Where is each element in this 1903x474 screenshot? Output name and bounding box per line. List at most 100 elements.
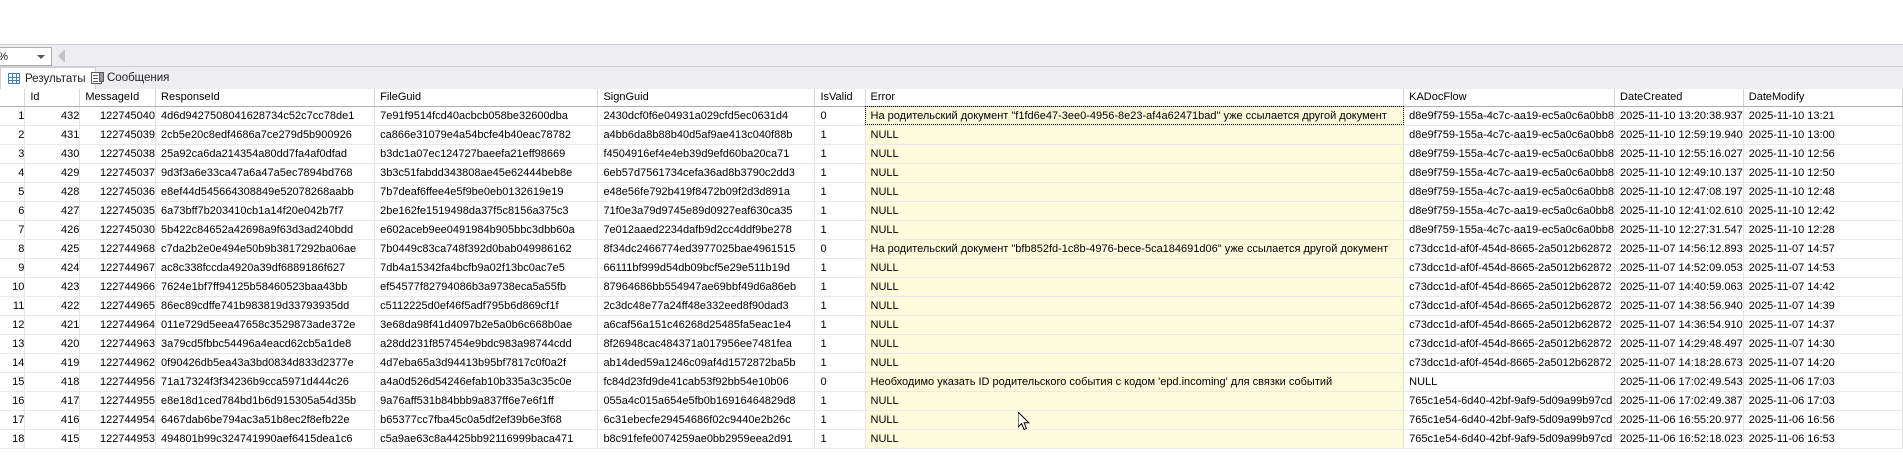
cell-Error[interactable]: NULL [865,296,1405,316]
cell-MessageId[interactable]: 122744964 [79,315,157,335]
cell-DateModify[interactable]: 2025-11-10 12:50 [1743,163,1903,183]
tab-results[interactable]: Результаты [0,67,96,89]
cell-FileGuid[interactable]: 2be162fe1519498da37f5c8156a375c3 [374,201,599,221]
cell-Error[interactable]: NULL [865,429,1405,449]
cell-DateModify[interactable]: 2025-11-10 13:21 [1743,106,1903,126]
cell-ResponseId[interactable]: 6a73bff7b203410cb1a14f20e042b7f7 [155,201,376,221]
cell-Error[interactable]: NULL [865,315,1405,335]
cell-KADocFlow[interactable]: d8e9f759-155a-4c7c-aa19-ec5a0c6a0bb8 [1403,220,1616,240]
cell-IsValid[interactable]: 1 [814,201,866,221]
cell-IsValid[interactable]: 1 [814,429,866,449]
splitter-collapse-handle[interactable] [58,49,65,63]
cell-ResponseId[interactable]: 6467dab6be794ac3a51b8ec2f8efb22e [155,410,376,430]
table-row[interactable]: 4 429 122745037 9d3f3a6e33ca47a6a47a5ec7894… [0,163,1903,183]
cell-FileGuid[interactable]: a28dd231f857454e9bdc983a98744cdd [374,334,599,354]
cell-ResponseId[interactable]: 9d3f3a6e33ca47a6a47a5ec7894bd768 [155,163,376,183]
query-editor-area[interactable] [0,0,1903,45]
cell-MessageId[interactable]: 122744956 [79,372,157,392]
row-number-cell[interactable]: 9 [0,258,26,278]
cell-DateCreated[interactable]: 2025-11-10 13:20:38.937 [1614,106,1744,126]
cell-Id[interactable]: 421 [24,315,81,335]
cell-Id[interactable]: 420 [24,334,81,354]
column-header-IsValid[interactable]: IsValid [814,89,866,107]
cell-DateModify[interactable]: 2025-11-07 14:53 [1743,258,1903,278]
table-row[interactable]: 13 420 122744963 3a79cd5fbbc54496a4eacd62cb… [0,334,1903,354]
row-number-cell[interactable]: 7 [0,220,26,240]
cell-Id[interactable]: 424 [24,258,81,278]
cell-SignGuid[interactable]: 6eb57d7561734cefa36ad8b3790c2dd3 [597,163,816,183]
cell-DateCreated[interactable]: 2025-11-07 14:52:09.053 [1614,258,1744,278]
cell-Id[interactable]: 431 [24,125,81,145]
row-number-cell[interactable]: 11 [0,296,26,316]
cell-IsValid[interactable]: 0 [814,239,866,259]
cell-MessageId[interactable]: 122745035 [79,201,157,221]
table-row[interactable]: 1 432 122745040 4d6d9427508041628734c52c7cc… [0,106,1903,126]
cell-KADocFlow[interactable]: d8e9f759-155a-4c7c-aa19-ec5a0c6a0bb8 [1403,163,1616,183]
cell-DateCreated[interactable]: 2025-11-06 17:02:49.543 [1614,372,1744,392]
column-header-Error[interactable]: Error [865,89,1405,107]
cell-FileGuid[interactable]: 7b0449c83ca748f392d0bab049986162 [374,239,599,259]
cell-Id[interactable]: 416 [24,410,81,430]
row-number-cell[interactable]: 17 [0,410,26,430]
cell-DateCreated[interactable]: 2025-11-06 16:55:20.977 [1614,410,1744,430]
row-number-cell[interactable]: 3 [0,144,26,164]
cell-KADocFlow[interactable]: c73dcc1d-af0f-454d-8665-2a5012b62872 [1403,353,1616,373]
cell-FileGuid[interactable]: b65377cc7fba45c0a5df2ef39b6e3f68 [374,410,599,430]
cell-DateModify[interactable]: 2025-11-10 12:42 [1743,201,1903,221]
cell-DateCreated[interactable]: 2025-11-07 14:29:48.497 [1614,334,1744,354]
cell-MessageId[interactable]: 122745039 [79,125,157,145]
cell-KADocFlow[interactable]: c73dcc1d-af0f-454d-8665-2a5012b62872 [1403,277,1616,297]
cell-MessageId[interactable]: 122744966 [79,277,157,297]
table-row[interactable]: 9 424 122744967 ac8c338fccda4920a39df688918… [0,258,1903,278]
cell-Error[interactable]: На родительский документ "bfb852fd-1c8b-… [865,239,1405,259]
cell-KADocFlow[interactable]: c73dcc1d-af0f-454d-8665-2a5012b62872 [1403,315,1616,335]
cell-DateCreated[interactable]: 2025-11-07 14:18:28.673 [1614,353,1744,373]
row-number-cell[interactable]: 1 [0,106,26,126]
cell-DateCreated[interactable]: 2025-11-06 17:02:49.387 [1614,391,1744,411]
cell-DateModify[interactable]: 2025-11-07 14:20 [1743,353,1903,373]
cell-ResponseId[interactable]: e8ef44d545664308849e52078268aabb [155,182,376,202]
cell-FileGuid[interactable]: 3b3c51fabdd343808ae45e62444beb8e [374,163,599,183]
cell-Error[interactable]: Необходимо указать ID родительского собы… [865,372,1405,392]
cell-SignGuid[interactable]: e48e56fe792b419f8472b09f2d3d891a [597,182,816,202]
cell-Id[interactable]: 415 [24,429,81,449]
cell-ResponseId[interactable]: c7da2b2e0e494e50b9b3817292ba06ae [155,239,376,259]
cell-DateModify[interactable]: 2025-11-10 12:48 [1743,182,1903,202]
cell-SignGuid[interactable]: 6c31ebecfe29454686f02c9440e2b26c [597,410,816,430]
cell-Id[interactable]: 427 [24,201,81,221]
cell-DateCreated[interactable]: 2025-11-10 12:41:02.610 [1614,201,1744,221]
cell-MessageId[interactable]: 122745036 [79,182,157,202]
cell-SignGuid[interactable]: 71f0e3a79d9745e89d0927eaf630ca35 [597,201,816,221]
cell-Error[interactable]: NULL [865,258,1405,278]
cell-IsValid[interactable]: 1 [814,315,866,335]
cell-KADocFlow[interactable]: d8e9f759-155a-4c7c-aa19-ec5a0c6a0bb8 [1403,106,1616,126]
cell-MessageId[interactable]: 122744965 [79,296,157,316]
cell-DateCreated[interactable]: 2025-11-10 12:59:19.940 [1614,125,1744,145]
chevron-down-icon[interactable] [37,54,45,59]
row-number-cell[interactable]: 14 [0,353,26,373]
cell-IsValid[interactable]: 1 [814,182,866,202]
cell-SignGuid[interactable]: 2430dcf0f6e04931a029cfd5ec0631d4 [597,106,816,126]
cell-IsValid[interactable]: 0 [814,106,866,126]
cell-MessageId[interactable]: 122744962 [79,353,157,373]
row-number-cell[interactable]: 2 [0,125,26,145]
cell-Id[interactable]: 419 [24,353,81,373]
row-number-cell[interactable]: 15 [0,372,26,392]
row-number-cell[interactable]: 5 [0,182,26,202]
table-row[interactable]: 6 427 122745035 6a73bff7b203410cb1a14f20e04… [0,201,1903,221]
cell-DateCreated[interactable]: 2025-11-07 14:56:12.893 [1614,239,1744,259]
cell-DateCreated[interactable]: 2025-11-10 12:27:31.547 [1614,220,1744,240]
cell-DateModify[interactable]: 2025-11-06 16:56 [1743,410,1903,430]
cell-Id[interactable]: 417 [24,391,81,411]
column-header-KADocFlow[interactable]: KADocFlow [1403,89,1616,107]
cell-KADocFlow[interactable]: NULL [1403,372,1616,392]
cell-DateModify[interactable]: 2025-11-10 12:28 [1743,220,1903,240]
cell-DateCreated[interactable]: 2025-11-07 14:38:56.940 [1614,296,1744,316]
cell-ResponseId[interactable]: 71a17324f3f34236b9cca5971d444c26 [155,372,376,392]
cell-DateModify[interactable]: 2025-11-07 14:42 [1743,277,1903,297]
table-row[interactable]: 18 415 122744953 494801b99c324741990aef6415… [0,429,1903,449]
cell-DateModify[interactable]: 2025-11-07 14:37 [1743,315,1903,335]
cell-Id[interactable]: 430 [24,144,81,164]
cell-MessageId[interactable]: 122744955 [79,391,157,411]
cell-MessageId[interactable]: 122744954 [79,410,157,430]
